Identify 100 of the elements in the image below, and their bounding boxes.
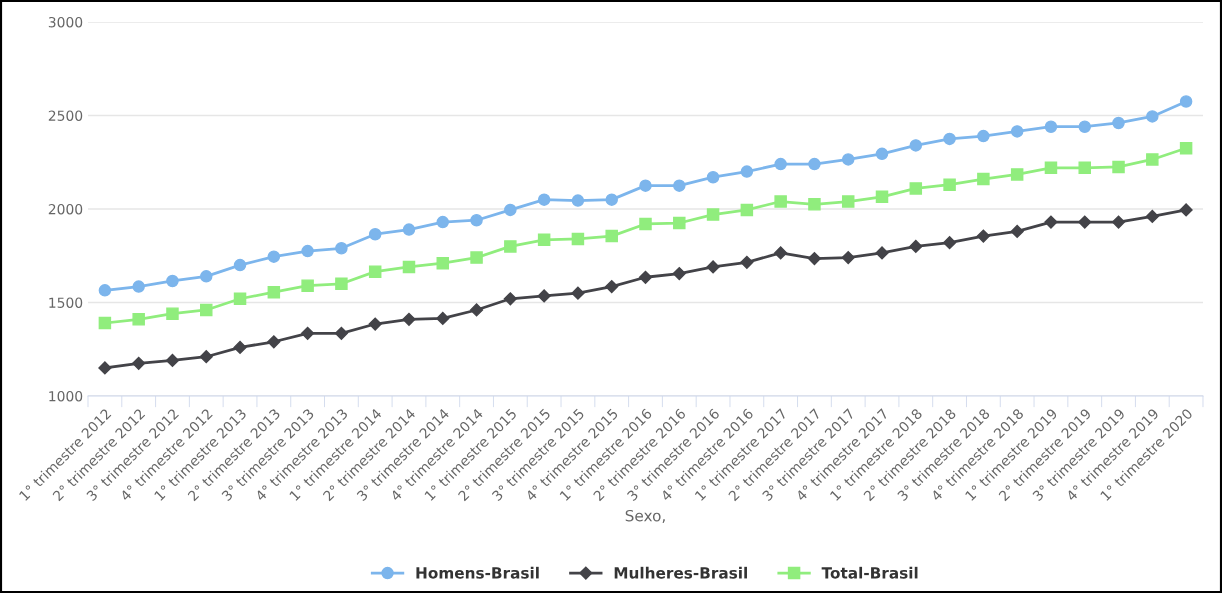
point	[199, 350, 213, 364]
point	[98, 284, 112, 297]
point	[368, 265, 382, 278]
point	[1078, 120, 1091, 133]
point	[470, 251, 483, 264]
point	[200, 303, 213, 317]
point	[166, 274, 179, 288]
point	[436, 311, 450, 325]
point	[672, 266, 686, 281]
point	[267, 250, 281, 263]
point	[1145, 209, 1159, 224]
point	[1078, 161, 1091, 175]
legend-label: Homens-Brasil	[416, 566, 539, 579]
point	[571, 232, 585, 246]
y-tick-label: 1500	[49, 297, 83, 308]
point	[537, 233, 551, 247]
point	[1179, 95, 1193, 108]
point	[808, 198, 821, 211]
point	[1112, 160, 1125, 174]
point	[1179, 141, 1193, 155]
point	[909, 182, 923, 195]
point	[605, 193, 618, 206]
point	[233, 340, 247, 354]
point	[504, 203, 517, 217]
point	[673, 216, 686, 230]
point	[368, 227, 382, 241]
point	[740, 255, 754, 269]
point	[740, 165, 754, 178]
point	[673, 179, 686, 192]
point	[436, 215, 450, 229]
point	[571, 194, 585, 207]
legend-label: Total-Brasil	[821, 566, 918, 579]
y-tick-label: 3000	[48, 16, 83, 28]
point	[1010, 168, 1024, 181]
point	[132, 356, 146, 370]
point	[267, 285, 281, 299]
point	[1044, 215, 1058, 229]
point	[470, 213, 483, 227]
point	[132, 313, 145, 326]
point	[1146, 110, 1159, 123]
point	[774, 195, 787, 208]
point	[335, 242, 348, 255]
point	[909, 139, 923, 152]
point	[875, 246, 889, 260]
point	[537, 193, 551, 206]
point	[976, 229, 990, 243]
x-axis-title: Sexo,	[625, 509, 665, 523]
y-tick-label: 1000	[49, 390, 83, 402]
point	[774, 246, 788, 260]
point	[841, 195, 855, 208]
point	[469, 303, 484, 317]
point	[706, 260, 720, 274]
point	[605, 280, 619, 294]
point	[165, 353, 180, 368]
point	[504, 240, 517, 253]
point	[875, 190, 889, 204]
point	[943, 236, 957, 250]
point	[301, 279, 314, 292]
point	[200, 270, 213, 283]
point	[977, 172, 990, 186]
point	[909, 239, 923, 253]
point	[841, 153, 855, 166]
point	[402, 223, 416, 236]
point	[98, 316, 112, 330]
point	[977, 129, 990, 143]
point	[1010, 125, 1024, 138]
point	[1112, 116, 1125, 130]
point	[1044, 161, 1058, 175]
y-tick-label: 2000	[48, 203, 83, 215]
point	[943, 178, 956, 191]
point	[301, 326, 315, 340]
y-tick-label: 2500	[48, 110, 83, 121]
point	[537, 289, 551, 303]
point	[402, 260, 416, 274]
point	[808, 157, 821, 171]
point	[233, 292, 247, 306]
point	[301, 244, 314, 258]
point	[402, 312, 416, 326]
point	[875, 147, 889, 161]
point	[740, 203, 754, 217]
point	[571, 286, 585, 300]
point	[98, 361, 112, 375]
point	[638, 270, 653, 284]
point	[1111, 215, 1126, 229]
point	[1044, 120, 1058, 133]
point	[1078, 215, 1092, 229]
point	[807, 251, 822, 266]
point	[335, 277, 348, 291]
point	[605, 229, 618, 243]
point	[334, 326, 348, 340]
point	[706, 208, 720, 221]
point	[943, 132, 956, 146]
point	[841, 251, 855, 265]
point	[267, 335, 281, 349]
point	[706, 170, 720, 184]
point	[368, 317, 382, 331]
point	[639, 217, 652, 231]
point	[132, 280, 145, 293]
point	[639, 179, 652, 192]
point	[166, 307, 179, 320]
